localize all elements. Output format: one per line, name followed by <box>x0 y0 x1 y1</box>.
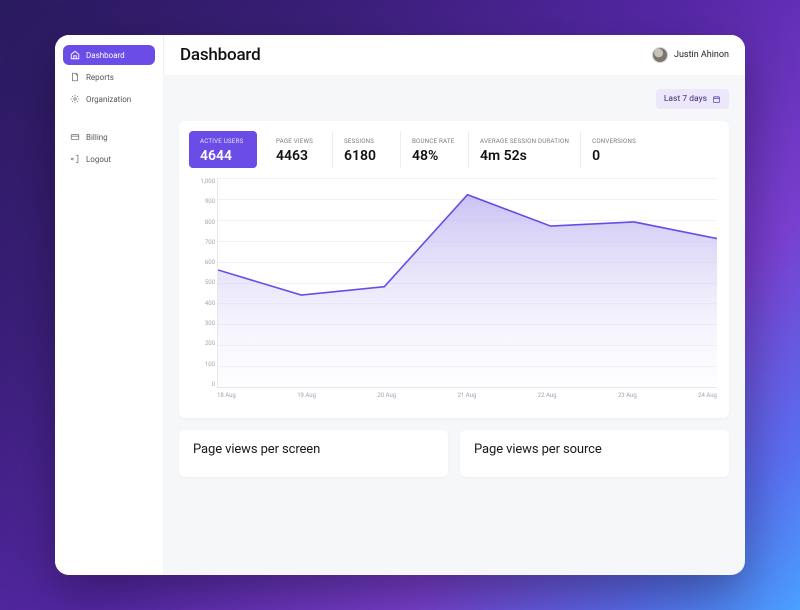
user-name: Justin Ahinon <box>674 50 729 60</box>
sidebar-item-label: Dashboard <box>86 51 125 60</box>
y-tick-label: 100 <box>205 361 215 368</box>
content: Last 7 days ACTIVE USERS 4644 PAGE VIEWS 44… <box>163 75 745 575</box>
home-icon <box>70 50 80 60</box>
y-tick-label: 1,000 <box>200 178 215 185</box>
sidebar: Dashboard Reports Organization Billing <box>55 35 163 575</box>
metric-conversions[interactable]: CONVERSIONS 0 <box>581 131 649 168</box>
metric-value: 4463 <box>276 148 321 164</box>
metric-bounce-rate[interactable]: BOUNCE RATE 48% <box>401 131 469 168</box>
x-tick-label: 22 Aug <box>538 392 557 406</box>
page-views-per-source-card: Page views per source <box>460 430 729 477</box>
y-tick-label: 0 <box>212 381 215 388</box>
metric-label: AVERAGE SESSION DURATION <box>480 137 569 145</box>
metric-value: 4644 <box>200 148 246 164</box>
metric-label: PAGE VIEWS <box>276 137 321 145</box>
metric-value: 4m 52s <box>480 148 569 164</box>
card-title: Page views per screen <box>193 442 434 457</box>
sidebar-item-organization[interactable]: Organization <box>63 89 155 109</box>
sidebar-item-dashboard[interactable]: Dashboard <box>63 45 155 65</box>
metric-page-views[interactable]: PAGE VIEWS 4463 <box>265 131 333 168</box>
metric-label: BOUNCE RATE <box>412 137 457 145</box>
bottom-row: Page views per screen Page views per sou… <box>179 430 729 477</box>
metric-label: SESSIONS <box>344 137 389 145</box>
metric-sessions[interactable]: SESSIONS 6180 <box>333 131 401 168</box>
card-icon <box>70 132 80 142</box>
page-views-per-screen-card: Page views per screen <box>179 430 448 477</box>
sidebar-item-label: Reports <box>86 73 114 82</box>
x-tick-label: 24 Aug <box>698 392 717 406</box>
calendar-icon <box>712 95 721 104</box>
sidebar-item-label: Logout <box>86 155 111 164</box>
date-range-selector[interactable]: Last 7 days <box>656 89 729 109</box>
y-tick-label: 200 <box>205 340 215 347</box>
main: Dashboard Justin Ahinon Last 7 days ACTI… <box>163 35 745 575</box>
metric-label: ACTIVE USERS <box>200 137 246 145</box>
metric-label: CONVERSIONS <box>592 137 638 145</box>
x-tick-label: 21 Aug <box>458 392 477 406</box>
metrics-card: ACTIVE USERS 4644 PAGE VIEWS 4463 SESSIONS 61… <box>179 121 729 418</box>
sidebar-item-label: Organization <box>86 95 131 104</box>
x-tick-label: 18 Aug <box>217 392 236 406</box>
y-tick-label: 700 <box>205 239 215 246</box>
card-title: Page views per source <box>474 442 715 457</box>
app-window: Dashboard Reports Organization Billing <box>55 35 745 575</box>
sidebar-item-billing[interactable]: Billing <box>63 127 155 147</box>
x-tick-label: 23 Aug <box>618 392 637 406</box>
y-tick-label: 500 <box>205 279 215 286</box>
y-tick-label: 600 <box>205 259 215 266</box>
metric-value: 48% <box>412 148 457 164</box>
sidebar-item-reports[interactable]: Reports <box>63 67 155 87</box>
avatar <box>652 47 668 63</box>
metric-value: 0 <box>592 148 638 164</box>
y-tick-label: 400 <box>205 300 215 307</box>
x-tick-label: 19 Aug <box>297 392 316 406</box>
header: Dashboard Justin Ahinon <box>163 35 745 75</box>
metric-active-users[interactable]: ACTIVE USERS 4644 <box>189 131 257 168</box>
page-title: Dashboard <box>180 45 260 65</box>
metrics-row: ACTIVE USERS 4644 PAGE VIEWS 4463 SESSIONS 61… <box>189 131 719 168</box>
metric-value: 6180 <box>344 148 389 164</box>
x-tick-label: 20 Aug <box>377 392 396 406</box>
sidebar-item-logout[interactable]: Logout <box>63 149 155 169</box>
y-tick-label: 300 <box>205 320 215 327</box>
gear-icon <box>70 94 80 104</box>
logout-icon <box>70 154 80 164</box>
date-range-label: Last 7 days <box>664 94 707 104</box>
y-tick-label: 900 <box>205 198 215 205</box>
document-icon <box>70 72 80 82</box>
active-users-chart: 1,000 900 800 700 600 500 400 300 200 100 0 18 Aug… <box>189 178 719 406</box>
y-tick-label: 800 <box>205 219 215 226</box>
sidebar-item-label: Billing <box>86 133 108 142</box>
metric-average-session-duration[interactable]: AVERAGE SESSION DURATION 4m 52s <box>469 131 581 168</box>
user-menu[interactable]: Justin Ahinon <box>652 47 729 63</box>
